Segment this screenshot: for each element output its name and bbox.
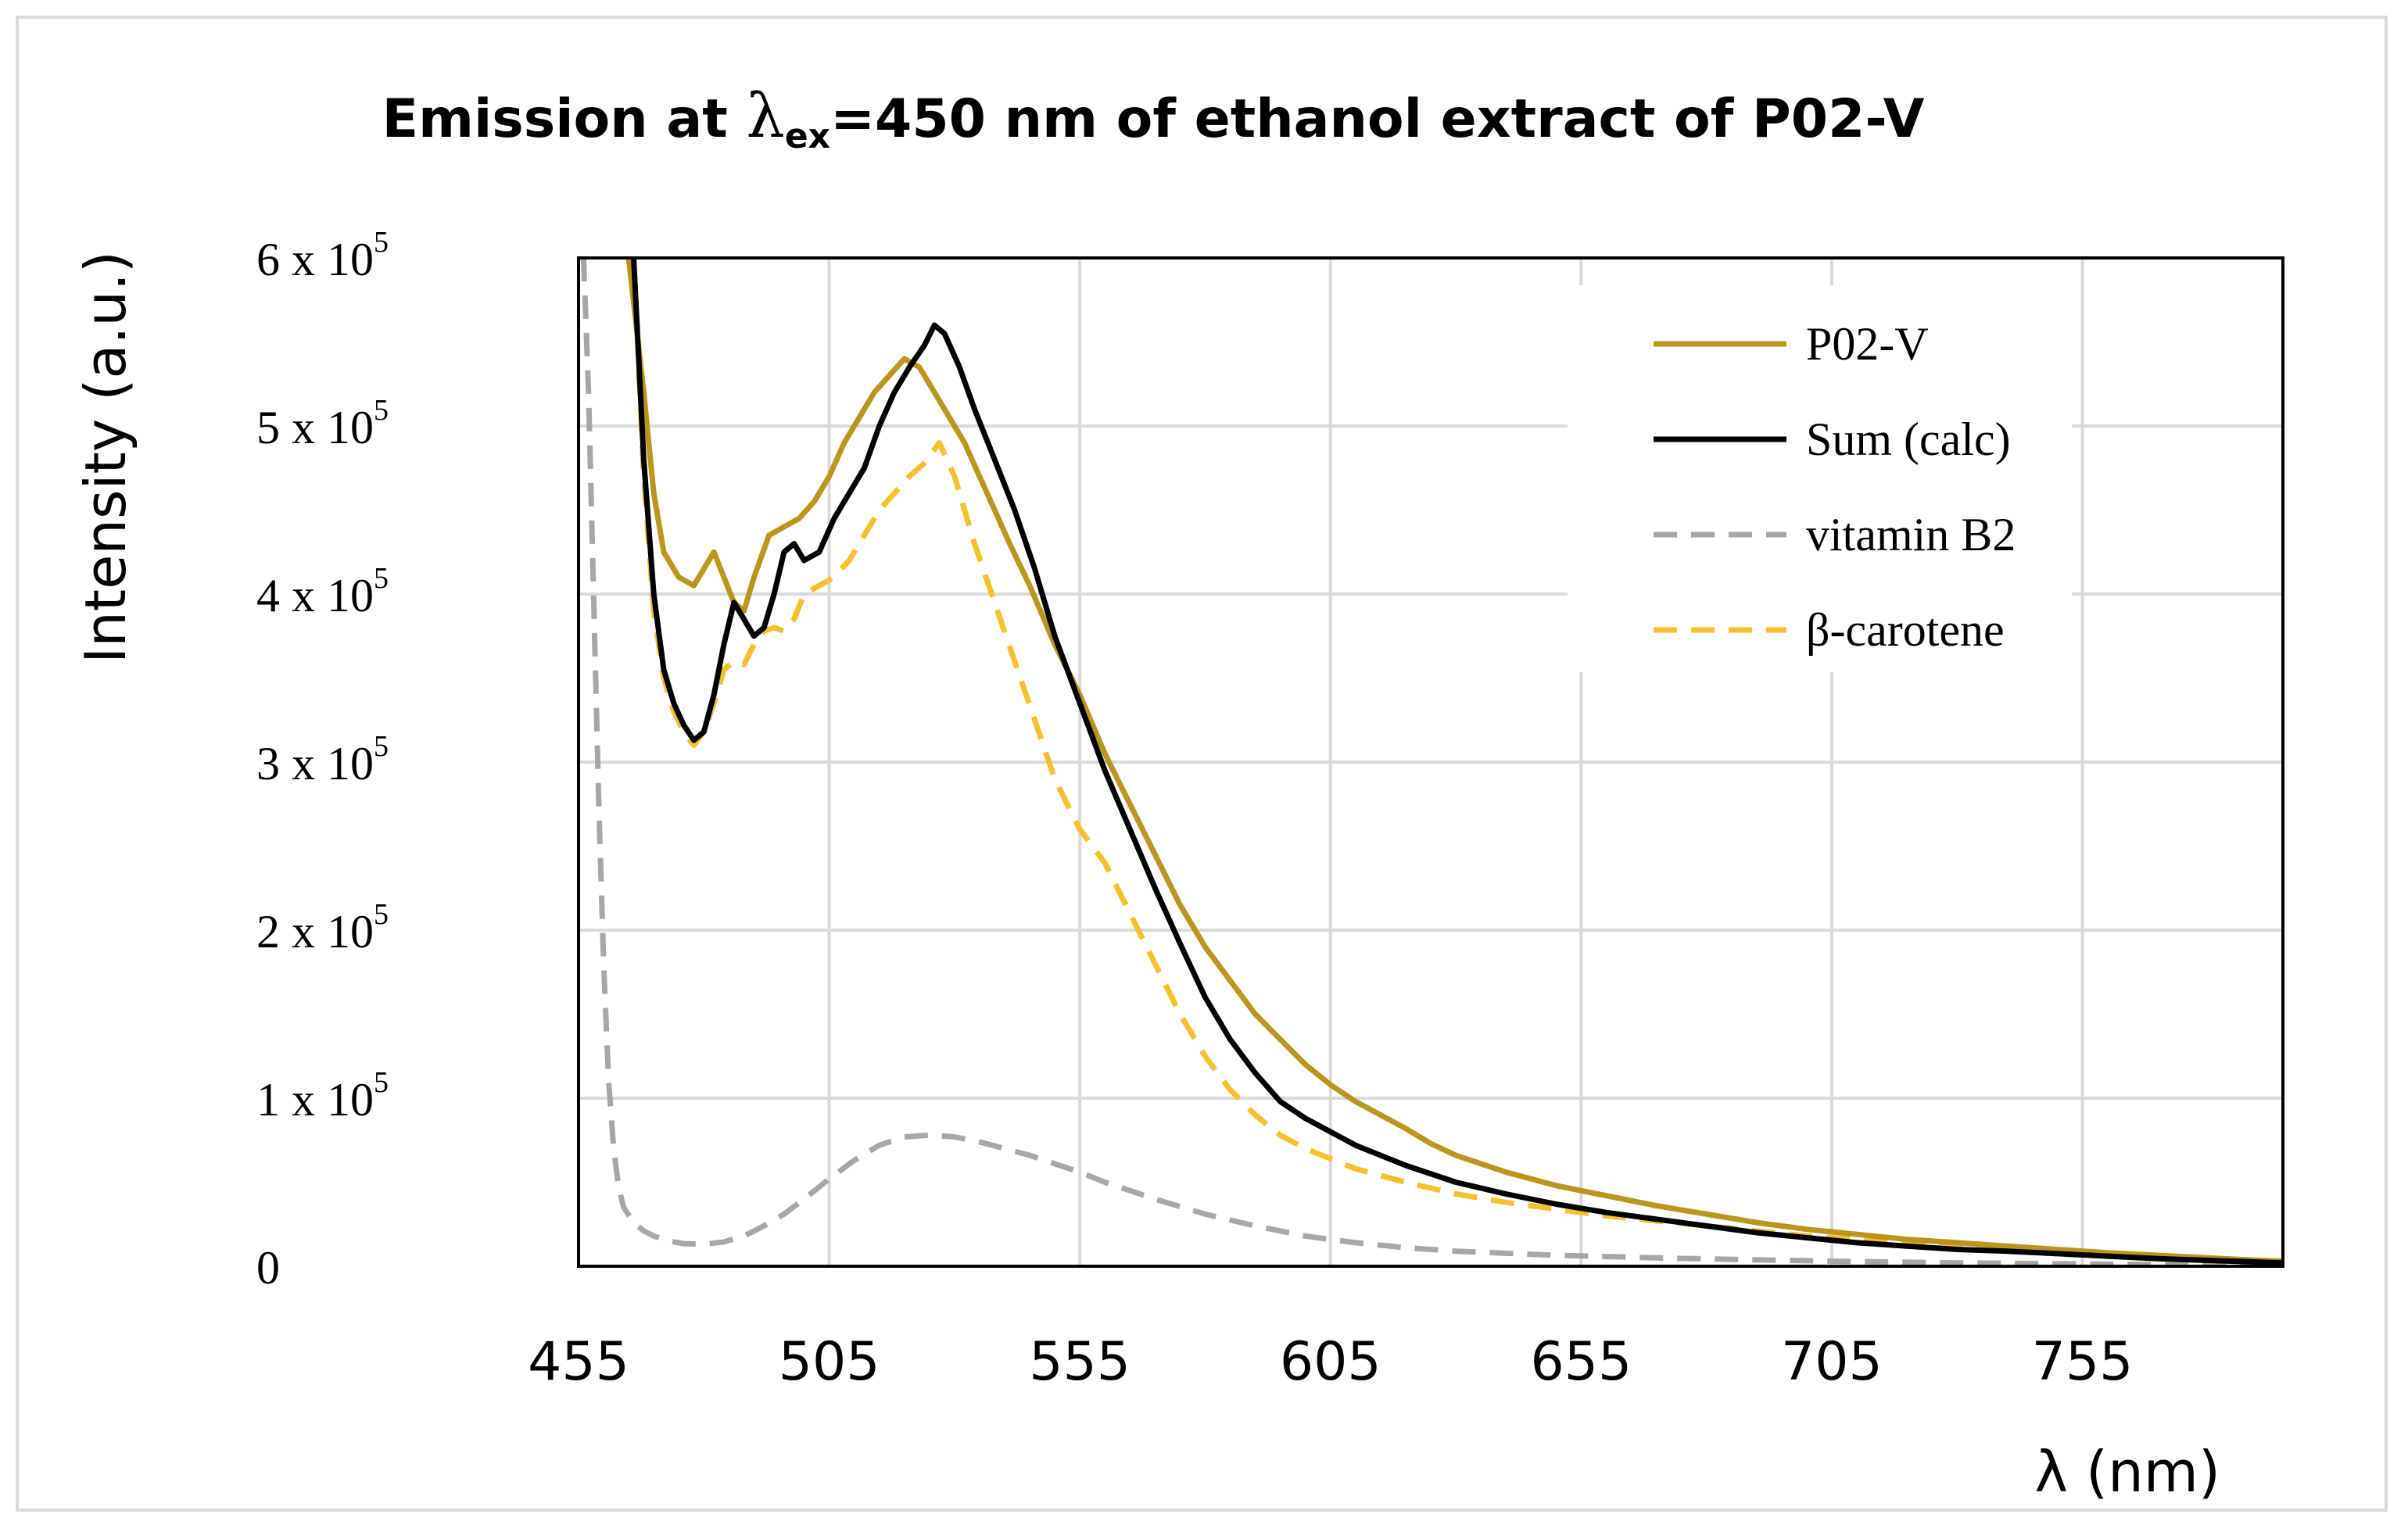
y-tick-labels: 0 1 x 105 2 x 105 3 x 105 4 x 105 5 x 105 6 x … (256, 226, 389, 1294)
series-lines (580, 258, 2283, 1266)
x-axis-label: λ (nm) (2035, 1439, 2220, 1505)
chart-title: Emission at λex=450 nm of ethanol extrac… (382, 81, 1925, 156)
legend-label: β-carotene (1806, 604, 2005, 656)
y-tick-label: 6 x 105 (256, 226, 389, 285)
legend-box (1568, 285, 2072, 672)
y-tick-label: 4 x 105 (256, 562, 389, 621)
legend: P02-V Sum (calc) vitamin B2 β-carotene (1568, 285, 2072, 672)
y-tick-label: 3 x 105 (256, 730, 389, 789)
y-tick-label: 0 (256, 1242, 280, 1294)
x-tick-label: 755 (2032, 1331, 2134, 1393)
legend-label: Sum (calc) (1806, 413, 2011, 465)
x-tick-label: 655 (1530, 1331, 1632, 1393)
x-tick-label: 455 (528, 1331, 629, 1393)
legend-label: vitamin B2 (1806, 509, 2016, 560)
x-tick-label: 605 (1280, 1331, 1381, 1393)
x-tick-labels: 455 505 555 605 655 705 755 (528, 1331, 2133, 1393)
y-tick-label: 1 x 105 (256, 1066, 389, 1126)
y-axis-label: Intensity (a.u.) (73, 251, 138, 664)
series-line-vitamin-b2 (580, 258, 2283, 1266)
series-line-p02-v (625, 258, 2283, 1264)
series-line-sum-calc (631, 258, 2283, 1266)
x-tick-label: 705 (1781, 1331, 1883, 1393)
plot-area-border (577, 256, 2284, 1268)
y-tick-label: 2 x 105 (256, 898, 389, 958)
x-tick-label: 505 (779, 1331, 880, 1393)
legend-label: P02-V (1806, 318, 1929, 370)
y-tick-label: 5 x 105 (256, 394, 389, 453)
x-tick-label: 555 (1029, 1331, 1131, 1393)
